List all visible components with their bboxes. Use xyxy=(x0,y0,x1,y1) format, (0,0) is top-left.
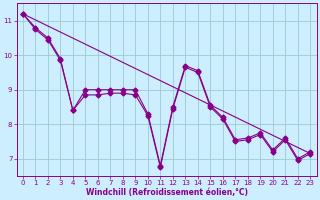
X-axis label: Windchill (Refroidissement éolien,°C): Windchill (Refroidissement éolien,°C) xyxy=(85,188,248,197)
